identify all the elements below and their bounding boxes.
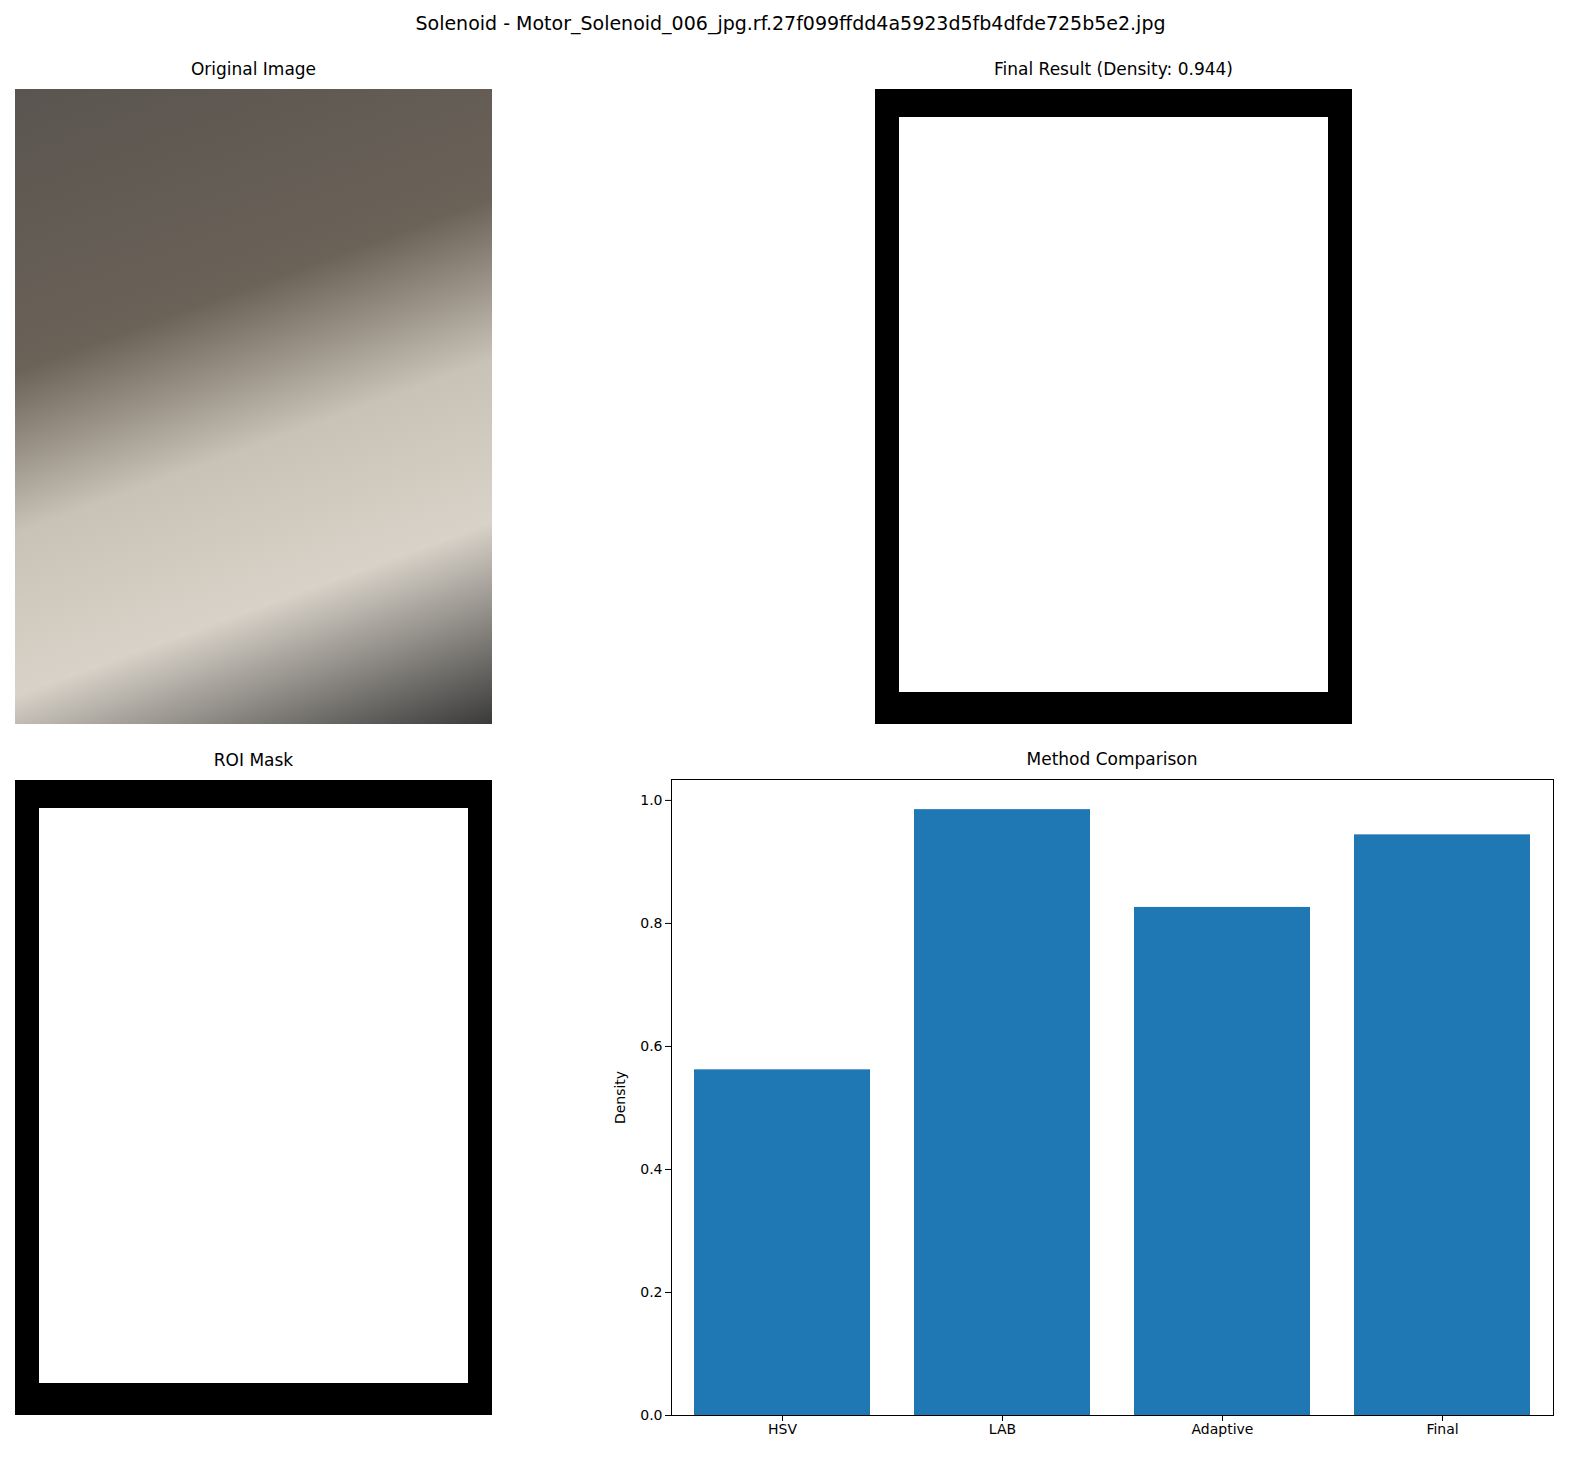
svg-text:0.0: 0.0 xyxy=(640,1407,662,1423)
svg-text:0.4: 0.4 xyxy=(640,1161,662,1177)
svg-text:Density: Density xyxy=(612,1071,628,1124)
svg-text:0.6: 0.6 xyxy=(640,1038,662,1054)
html-text:Method Comparison: Method Comparison xyxy=(1026,749,1198,769)
svg-text:Final: Final xyxy=(1426,1421,1458,1437)
svg-text:0.2: 0.2 xyxy=(640,1284,662,1300)
svg-text:HSV: HSV xyxy=(768,1421,797,1437)
html-text:Original Image: Original Image xyxy=(190,59,317,79)
svg-text:0.8: 0.8 xyxy=(640,915,662,931)
svg-text:LAB: LAB xyxy=(989,1421,1016,1437)
html-text:Final Result (Density: 0.944): Final Result (Density: 0.944) xyxy=(994,59,1233,79)
html-text:ROI Mask: ROI Mask xyxy=(213,750,294,770)
html-text:Solenoid - Motor_Solenoid_006_: Solenoid - Motor_Solenoid_006_jpg.rf.27f… xyxy=(415,12,1166,34)
svg-text:1.0: 1.0 xyxy=(640,792,662,808)
svg-text:Adaptive: Adaptive xyxy=(1192,1421,1254,1437)
